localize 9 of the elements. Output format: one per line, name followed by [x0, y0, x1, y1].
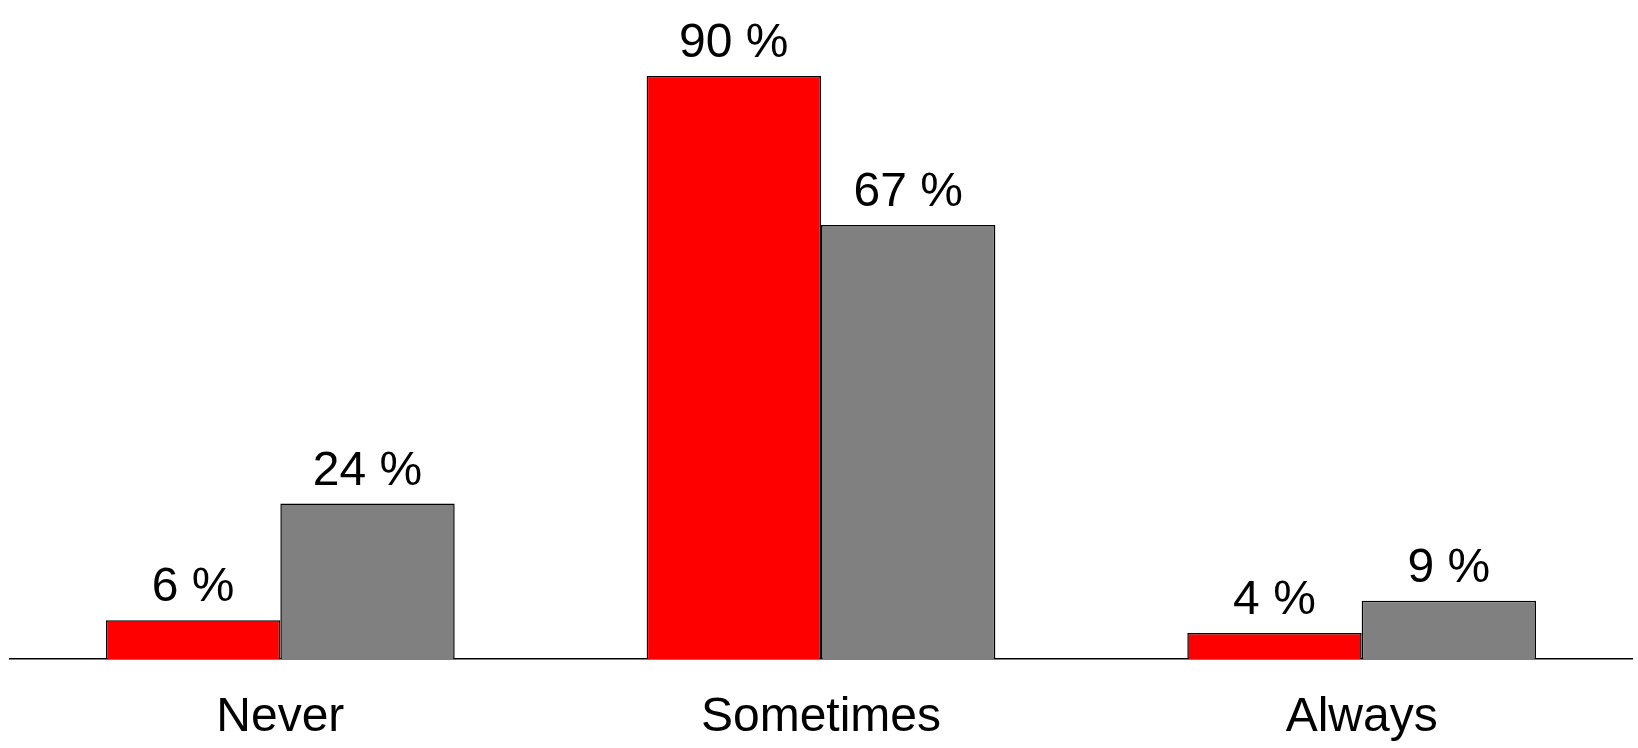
data-label: 4 %: [1233, 571, 1316, 625]
x-tick-label: Never: [216, 688, 345, 742]
x-tick-label: Sometimes: [700, 688, 942, 742]
data-label: 6 %: [151, 558, 235, 612]
data-label: 67 %: [853, 163, 963, 217]
data-label: 90 %: [679, 14, 789, 68]
data-label: 24 %: [312, 441, 423, 495]
data-label: 9 %: [1407, 538, 1491, 592]
x-tick-label: Always: [1285, 688, 1438, 742]
